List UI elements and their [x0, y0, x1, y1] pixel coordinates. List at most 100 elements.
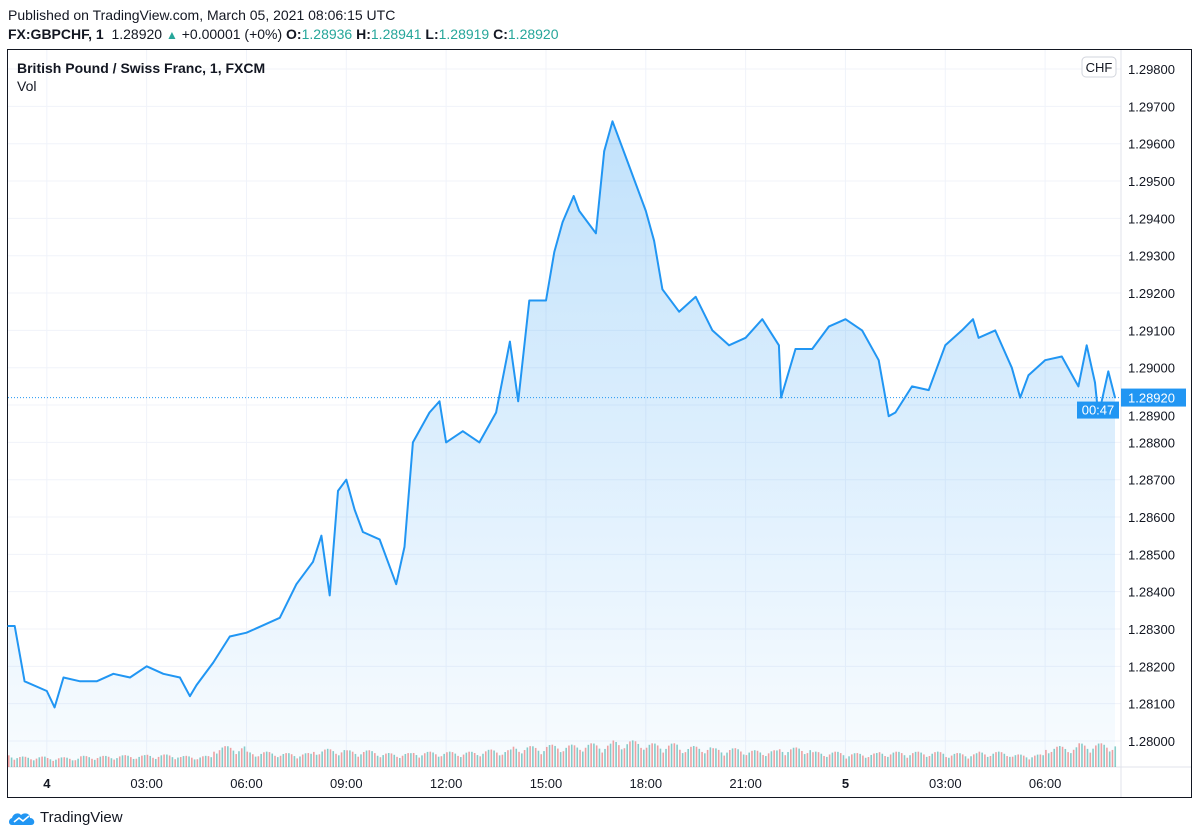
- time-axis-label: 06:00: [230, 776, 263, 791]
- price-point: [395, 583, 398, 586]
- price-point: [761, 318, 764, 320]
- price-axis-label: 1.29600: [1128, 137, 1175, 152]
- price-point: [1027, 374, 1030, 376]
- price-point: [112, 673, 115, 675]
- price-point: [694, 295, 697, 298]
- price-point: [345, 478, 348, 481]
- price-axis-label: 1.29000: [1128, 361, 1175, 376]
- price-point: [911, 385, 913, 388]
- price-point: [1077, 385, 1080, 388]
- price-point: [378, 538, 381, 541]
- tradingview-logo: TradingView: [8, 809, 123, 826]
- price-point: [645, 210, 647, 212]
- price-point: [611, 120, 614, 123]
- price-area-fill: [8, 121, 1115, 768]
- price-point: [572, 195, 575, 197]
- price-point: [1085, 344, 1088, 347]
- price-point: [403, 546, 406, 548]
- price-point: [545, 299, 547, 302]
- time-axis-label: 4: [43, 776, 51, 791]
- price-point: [179, 676, 181, 679]
- price-axis-label: 1.29400: [1128, 211, 1175, 226]
- time-axis-label: 06:00: [1029, 776, 1062, 791]
- tradingview-cloud-icon: [9, 812, 35, 825]
- last-price: 1.28920: [111, 26, 163, 42]
- price-point: [1094, 381, 1096, 384]
- bar-countdown: 00:47: [1082, 403, 1115, 418]
- price-point: [320, 534, 323, 537]
- price-axis-label: 1.29300: [1128, 249, 1175, 264]
- price-point: [1060, 355, 1063, 358]
- price-point: [229, 635, 231, 638]
- price-point: [961, 329, 963, 332]
- price-point: [53, 706, 56, 709]
- close-label: C:: [493, 26, 508, 42]
- price-point: [295, 583, 298, 586]
- price-point: [195, 684, 198, 686]
- volume-legend: Vol: [17, 78, 37, 94]
- price-point: [944, 344, 947, 347]
- volume-bar: [1114, 746, 1117, 767]
- time-axis-label: 15:00: [530, 776, 563, 791]
- price-point: [994, 329, 997, 332]
- symbol: FX:GBPCHF, 1: [8, 26, 104, 42]
- high-label: H:: [356, 26, 371, 42]
- price-axis-label: 1.28400: [1128, 585, 1175, 600]
- price-point: [278, 617, 281, 619]
- price-point: [927, 389, 930, 391]
- price-axis-label: 1.29800: [1128, 62, 1175, 77]
- bar-countdown-box: [1077, 401, 1119, 419]
- price-point: [95, 680, 98, 683]
- open-label: O:: [286, 26, 302, 42]
- price-axis-label: 1.28100: [1128, 697, 1175, 712]
- price-point: [337, 490, 339, 492]
- up-arrow-icon: ▲: [165, 28, 178, 42]
- price-axis-label: 1.29100: [1128, 323, 1175, 338]
- last-price-tag-value: 1.28920: [1128, 391, 1175, 406]
- price-point: [79, 680, 81, 683]
- price-point: [445, 441, 447, 444]
- price-point: [561, 221, 564, 223]
- price-point: [428, 411, 431, 414]
- price-point: [245, 631, 248, 634]
- time-axis-label: 03:00: [130, 776, 163, 791]
- low-value: 1.28919: [438, 26, 490, 42]
- time-axis-label: 03:00: [929, 776, 962, 791]
- chart-frame: [7, 49, 1192, 798]
- price-point: [7, 625, 9, 627]
- price-axis-label: 1.28900: [1128, 409, 1175, 424]
- time-axis-label: 5: [842, 776, 849, 791]
- price-axis-label: 1.28300: [1128, 622, 1175, 637]
- price-point: [509, 340, 511, 343]
- price-point: [312, 561, 314, 563]
- time-axis-label: 12:00: [430, 776, 463, 791]
- price-point: [438, 400, 441, 403]
- close-value: 1.28920: [507, 26, 559, 42]
- price-point: [189, 695, 191, 698]
- price-axis-label: 1.28800: [1128, 435, 1175, 450]
- price-point: [478, 441, 481, 444]
- price-point: [517, 400, 520, 403]
- legend-title: British Pound / Swiss Franc, 1, FXCM: [17, 60, 266, 76]
- published-note: Published on TradingView.com, March 05, …: [8, 7, 396, 23]
- price-point: [678, 310, 680, 313]
- price-point: [162, 673, 165, 675]
- time-axis-label: 09:00: [330, 776, 363, 791]
- currency-badge[interactable]: [1081, 56, 1117, 78]
- price-axis-label: 1.28700: [1128, 473, 1175, 488]
- price-point: [46, 690, 48, 692]
- price-point: [353, 508, 356, 511]
- price-point: [794, 348, 797, 350]
- price-point: [861, 329, 863, 332]
- price-point: [553, 251, 556, 253]
- price-point: [661, 288, 664, 291]
- price-point: [811, 348, 813, 350]
- price-point: [1107, 370, 1110, 373]
- price-point: [628, 165, 630, 167]
- price-point: [13, 625, 16, 627]
- price-point: [778, 344, 780, 347]
- chart-legend: British Pound / Swiss Franc, 1, FXCM: [17, 60, 265, 76]
- price-point: [1044, 359, 1046, 362]
- price-point: [603, 150, 606, 152]
